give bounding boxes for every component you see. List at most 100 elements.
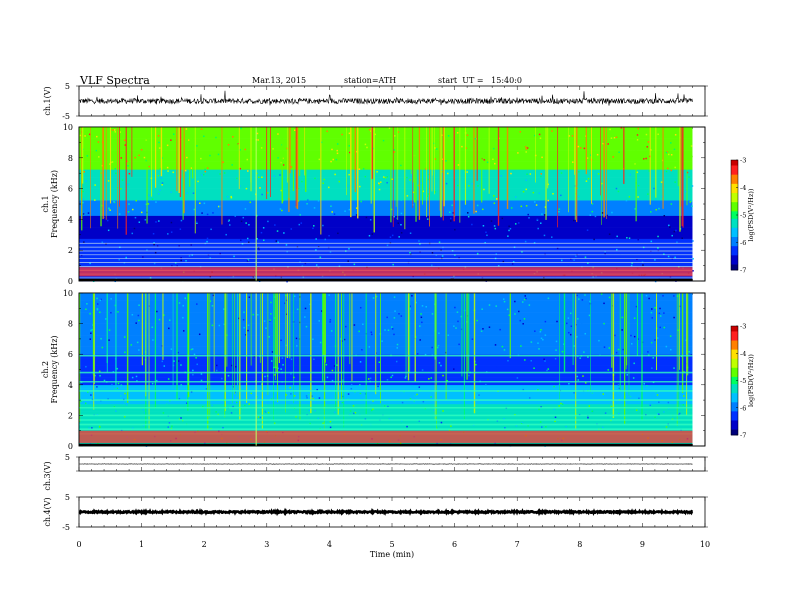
spectrogram-speckle xyxy=(551,130,553,132)
spectrogram-speckle xyxy=(653,187,655,190)
spectrogram-speckle xyxy=(534,134,536,137)
spectrogram-speckle xyxy=(503,141,505,144)
y-tick-label: 2 xyxy=(68,411,73,420)
spectrogram-speckle xyxy=(568,382,570,385)
colorbar-step xyxy=(731,169,738,172)
spectrogram-speckle xyxy=(199,202,201,204)
spectrogram-speckle xyxy=(400,212,403,215)
spectrogram-speckle xyxy=(239,149,241,151)
spectrogram-speckle xyxy=(197,180,199,183)
spectrogram-speckle xyxy=(333,213,336,215)
spectrogram-speckle xyxy=(420,313,422,315)
ch3-waveform-panel: 5ch.3(V) xyxy=(43,453,708,491)
spectrogram-speckle xyxy=(245,187,248,190)
spectrogram-speckle xyxy=(180,219,183,222)
spectrogram-speckle xyxy=(180,257,182,259)
colorbar-step xyxy=(731,171,738,174)
spectrogram-speckle xyxy=(338,180,341,183)
spectrogram-speckle xyxy=(334,173,336,176)
spectrogram-speckle xyxy=(431,264,433,267)
spectrogram-speckle xyxy=(630,264,633,267)
spectrogram-speckle xyxy=(158,141,160,144)
spectrogram-speckle xyxy=(608,233,611,235)
spectrogram-speckle xyxy=(460,315,463,318)
spectrogram-speckle xyxy=(367,221,369,223)
colorbar-tick-label: -7 xyxy=(740,432,746,440)
y-tick-label: -5 xyxy=(62,112,70,121)
spectrogram-speckle xyxy=(413,400,416,403)
spectrogram-speckle xyxy=(395,297,397,300)
colorbar-step xyxy=(731,400,738,403)
spectrogram-speckle xyxy=(647,141,650,143)
spectrogram-speckle xyxy=(170,139,172,141)
spectrogram-cell-row xyxy=(79,173,693,178)
colorbar-step xyxy=(731,266,738,269)
colorbar-step xyxy=(731,429,738,432)
spectrogram-speckle xyxy=(185,260,187,262)
spectrogram-speckle xyxy=(330,330,333,332)
spectrogram-cell-row xyxy=(79,350,693,355)
spectrogram-speckle xyxy=(391,326,393,328)
spectrogram-speckle xyxy=(610,405,613,408)
spectrogram-speckle xyxy=(427,178,430,181)
spectrogram-speckle xyxy=(314,339,316,342)
spectrogram-speckle xyxy=(616,235,618,238)
spectrogram-speckle xyxy=(655,391,657,394)
spectrogram-speckle xyxy=(690,340,692,342)
spectrogram-speckle xyxy=(573,392,575,394)
spectrogram-speckle xyxy=(493,147,495,150)
colorbar-tick-label: -4 xyxy=(740,350,746,358)
spectrogram-speckle xyxy=(500,175,503,177)
spectrogram-speckle xyxy=(645,294,648,297)
spectrogram-speckle xyxy=(658,207,660,210)
colorbar-step xyxy=(731,422,738,425)
spectrogram-speckle xyxy=(553,408,555,411)
spectrogram-speckle xyxy=(378,188,381,191)
y-axis-label-line: ch.1(V) xyxy=(43,86,52,115)
colorbar-step xyxy=(731,259,738,262)
spectrogram-speckle xyxy=(426,195,429,197)
spectrogram-speckle xyxy=(591,410,594,413)
colorbar-step xyxy=(731,369,738,372)
y-tick-label: 6 xyxy=(68,185,73,194)
spectrogram-speckle xyxy=(186,402,188,404)
colorbar-step xyxy=(731,183,738,187)
spectrogram-speckle xyxy=(134,332,137,334)
spectrogram-speckle xyxy=(293,129,296,131)
spectrogram-speckle xyxy=(689,201,692,203)
spectrogram-speckle xyxy=(422,335,424,337)
spectrogram-speckle xyxy=(279,275,281,278)
spectrogram-speckle xyxy=(589,300,591,303)
spectrogram-speckle xyxy=(492,229,494,231)
spectrogram-cell-row xyxy=(79,238,693,243)
spectrogram-speckle xyxy=(177,360,180,362)
spectrogram-speckle xyxy=(182,330,185,332)
spectrogram-speckle xyxy=(347,185,349,187)
spectrogram-speckle xyxy=(380,181,382,183)
spectrogram-speckle xyxy=(396,343,399,346)
spectrogram-speckle xyxy=(132,208,134,211)
spectrogram-speckle xyxy=(516,377,519,379)
spectrogram-speckle xyxy=(219,252,221,255)
spectrogram-speckle xyxy=(591,203,594,205)
spectrogram-speckle xyxy=(400,232,403,234)
spectrogram-speckle xyxy=(482,225,485,227)
colorbar-step xyxy=(731,349,738,352)
colorbar-step xyxy=(731,222,738,225)
spectrogram-speckle xyxy=(659,307,661,310)
spectrogram-speckle xyxy=(602,393,604,395)
spectrogram-speckle xyxy=(612,156,614,158)
spectrogram-speckle xyxy=(474,137,477,140)
spectrogram-speckle xyxy=(265,410,267,413)
spectrogram-speckle xyxy=(600,293,603,295)
colorbar-step xyxy=(731,248,738,251)
spectrogram-speckle xyxy=(159,189,161,191)
spectrogram-speckle xyxy=(116,367,119,370)
colorbar-step xyxy=(731,420,738,423)
spectrogram-speckle xyxy=(401,401,404,404)
spectrogram-speckle xyxy=(277,133,279,135)
spectrogram-speckle xyxy=(431,346,433,349)
spectrogram-speckle xyxy=(267,192,269,194)
spectrogram-speckle xyxy=(560,172,563,174)
spectrogram-speckle xyxy=(540,329,542,331)
